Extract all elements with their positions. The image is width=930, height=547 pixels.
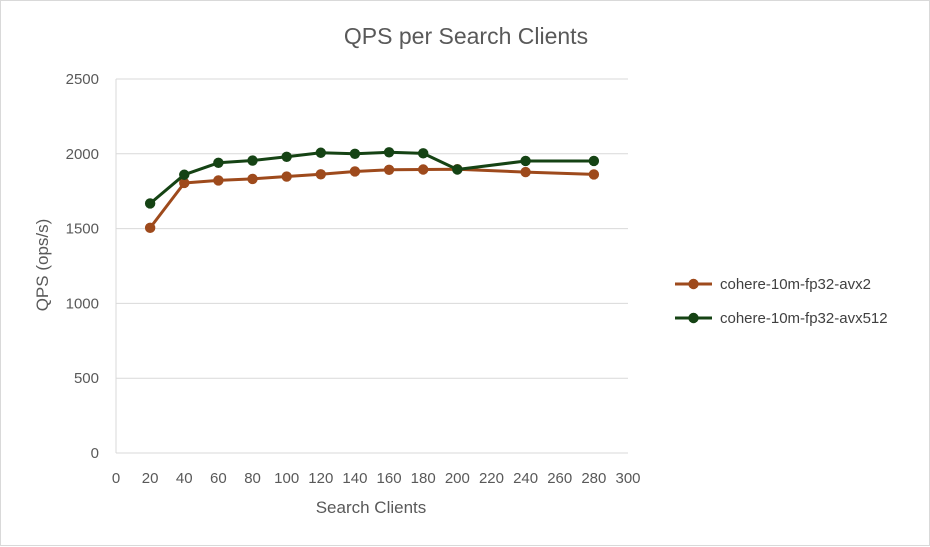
chart-title: QPS per Search Clients <box>344 23 588 49</box>
y-tick-label: 2000 <box>66 146 99 163</box>
x-tick-label: 180 <box>411 470 436 487</box>
y-tick-label: 1500 <box>66 221 99 238</box>
x-tick-label: 260 <box>547 470 572 487</box>
legend-marker-2 <box>688 312 699 324</box>
data-point-series-1 <box>418 164 429 175</box>
x-tick-label: 220 <box>479 470 504 487</box>
data-point-series-2 <box>383 147 395 158</box>
data-point-series-2 <box>452 164 463 175</box>
data-point-series-1 <box>315 169 326 180</box>
y-tick-label: 2500 <box>66 71 99 88</box>
legend-label-1: cohere-10m-fp32-avx2 <box>720 276 871 293</box>
y-tick-label: 1000 <box>66 295 99 312</box>
data-point-series-2 <box>247 155 258 166</box>
series-group <box>144 147 600 234</box>
data-point-series-1 <box>281 171 292 182</box>
data-point-series-1 <box>179 177 190 189</box>
data-point-series-2 <box>520 155 531 167</box>
data-point-series-1 <box>213 175 224 186</box>
x-tick-label: 80 <box>244 470 261 487</box>
x-tick-label: 120 <box>308 470 333 487</box>
data-point-series-2 <box>179 169 190 180</box>
data-point-series-1 <box>349 166 361 177</box>
x-tick-label: 160 <box>377 470 402 487</box>
series-line-1 <box>148 167 594 229</box>
x-tick-label: 200 <box>445 470 470 487</box>
x-tick-labels: 0 20 40 60 80 100 120 140 160 180 200 220 240 260 280 3… <box>112 470 641 487</box>
x-tick-label: 140 <box>342 470 367 487</box>
data-point-series-2 <box>315 147 326 158</box>
data-point-series-2 <box>213 157 224 168</box>
x-tick-label: 300 <box>615 470 640 487</box>
data-point-series-1 <box>588 169 600 180</box>
legend: cohere-10m-fp32-avx2 cohere-10m-fp32-avx5… <box>675 276 888 327</box>
y-tick-label: 0 <box>91 445 99 462</box>
x-axis-title: Search Clients <box>316 498 427 517</box>
data-point-series-2 <box>281 151 292 162</box>
x-tick-label: 280 <box>581 470 606 487</box>
y-axis-title: QPS (ops/s) <box>33 219 52 312</box>
data-point-series-1 <box>144 222 156 234</box>
data-point-series-2 <box>588 155 600 167</box>
x-tick-label: 40 <box>176 470 193 487</box>
legend-label-2: cohere-10m-fp32-avx512 <box>720 310 888 327</box>
data-point-series-2 <box>144 198 156 209</box>
x-tick-label: 0 <box>112 470 120 487</box>
data-point-series-2 <box>349 148 361 159</box>
data-point-series-1 <box>247 173 258 185</box>
x-tick-label: 100 <box>274 470 299 487</box>
x-tick-label: 240 <box>513 470 538 487</box>
y-tick-labels: 0 500 1000 1500 2000 2500 <box>66 71 99 462</box>
y-tick-label: 500 <box>74 370 99 387</box>
series-line-2 <box>149 150 594 205</box>
data-point-series-1 <box>520 166 531 178</box>
data-point-series-2 <box>418 148 429 159</box>
grid-lines <box>115 78 628 454</box>
x-tick-label: 20 <box>142 470 159 487</box>
data-point-series-1 <box>383 164 395 176</box>
legend-marker-1 <box>688 278 699 290</box>
x-tick-label: 60 <box>210 470 227 487</box>
